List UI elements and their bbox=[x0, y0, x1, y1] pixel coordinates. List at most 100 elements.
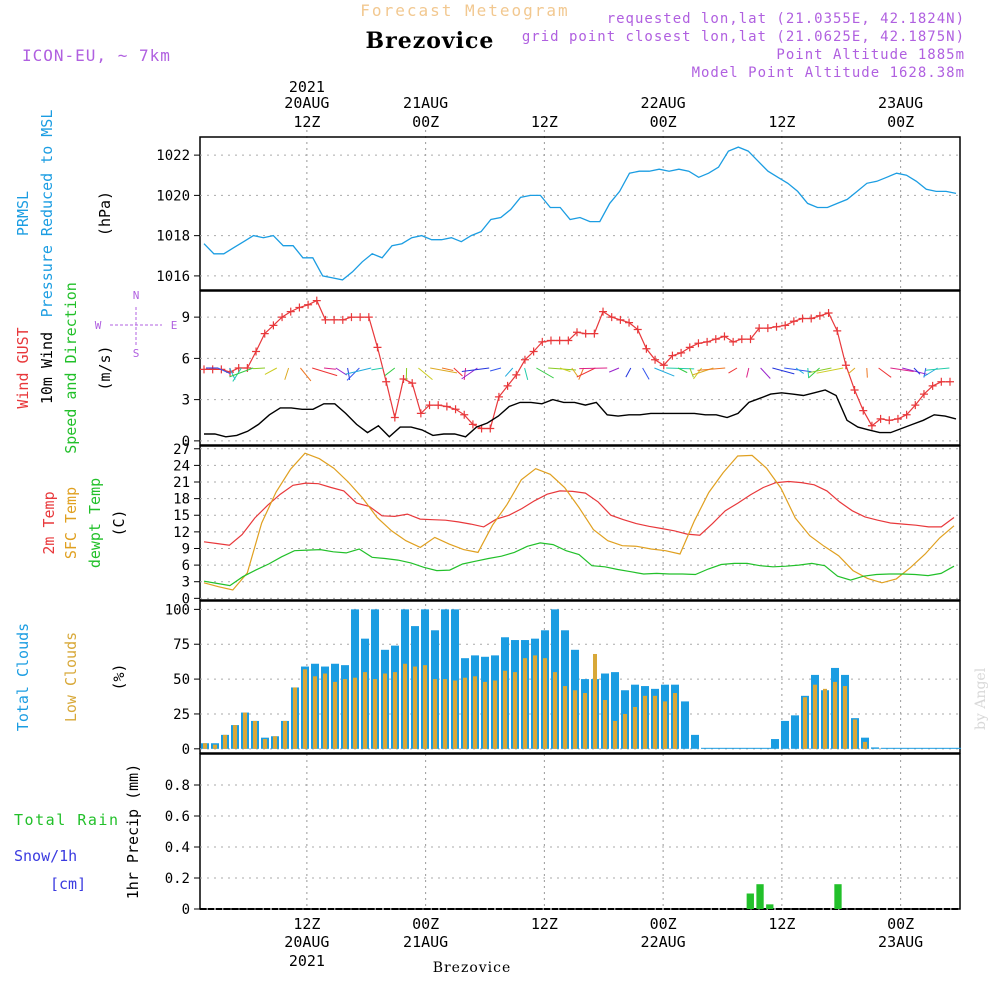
grid-point-coords: grid point closest lon,lat (21.0625E, 42… bbox=[522, 29, 965, 45]
temperature-y-tick-label: 24 bbox=[173, 458, 190, 474]
low-cloud-bar bbox=[313, 676, 317, 749]
low-cloud-bar bbox=[513, 672, 517, 749]
gust-marker bbox=[937, 377, 946, 386]
gust-marker bbox=[286, 307, 295, 316]
gust-marker bbox=[486, 424, 495, 433]
wind-direction-arrow bbox=[795, 367, 805, 374]
total-cloud-bar bbox=[611, 672, 619, 749]
gust-marker bbox=[720, 332, 729, 341]
wind-direction-arrow bbox=[253, 367, 266, 370]
wind-direction-arrow bbox=[284, 367, 290, 380]
watermark: by Angel bbox=[973, 667, 989, 730]
total-cloud-bar bbox=[371, 609, 379, 749]
gust-marker bbox=[529, 347, 538, 356]
gust-marker bbox=[833, 326, 842, 335]
top-date-label: 23AUG bbox=[878, 94, 923, 112]
total-cloud-bar bbox=[681, 701, 689, 749]
wind-series-label: Speed and Direction bbox=[62, 282, 80, 454]
bottom-date-label: 20AUG bbox=[284, 933, 329, 951]
gust-marker bbox=[425, 401, 434, 410]
low-cloud-bar bbox=[553, 672, 557, 749]
wind-direction-arrow bbox=[925, 367, 950, 371]
gust-marker bbox=[841, 361, 850, 370]
gust-marker bbox=[919, 390, 928, 399]
wind-direction-arrow bbox=[504, 367, 514, 377]
compass-e-label: E bbox=[171, 319, 178, 332]
clouds-y-tick-label: 75 bbox=[173, 637, 190, 653]
gust-marker bbox=[737, 335, 746, 344]
low-cloud-bar bbox=[813, 684, 817, 749]
gust-marker bbox=[460, 410, 469, 419]
bottom-hour-label: 00Z bbox=[412, 915, 439, 933]
wind-y-tick-label: 3 bbox=[182, 393, 190, 409]
low-cloud-bar bbox=[503, 670, 507, 749]
bottom-hour-label: 12Z bbox=[768, 915, 795, 933]
gust-marker bbox=[269, 321, 278, 330]
gust-marker bbox=[364, 313, 373, 322]
gust-marker bbox=[278, 313, 287, 322]
precip-y-tick-label: 0.4 bbox=[165, 840, 190, 856]
wind-direction-arrow bbox=[579, 367, 608, 370]
wind-y-tick-label: 0 bbox=[182, 434, 190, 450]
low-cloud-bar bbox=[863, 741, 867, 749]
low-cloud-bar bbox=[243, 712, 247, 749]
wind-direction-arrow bbox=[461, 367, 490, 372]
wind-direction-arrow bbox=[335, 367, 347, 376]
gust-marker bbox=[260, 329, 269, 338]
wind-direction-arrow bbox=[430, 367, 458, 374]
wind-panel-frame bbox=[199, 290, 961, 446]
temperature-y-tick-label: 21 bbox=[173, 475, 190, 491]
low-cloud-bar bbox=[213, 744, 217, 749]
total-cloud-bar bbox=[701, 747, 711, 749]
wind-direction-arrow bbox=[524, 367, 529, 380]
low-cloud-bar bbox=[363, 672, 367, 749]
legend-snow-unit: [cm] bbox=[50, 875, 86, 893]
gust-marker bbox=[625, 318, 634, 327]
low-cloud-bar bbox=[253, 720, 257, 749]
total-cloud-bar bbox=[871, 747, 879, 749]
top-hour-label: 12Z bbox=[531, 113, 558, 131]
wind-direction-arrow bbox=[264, 367, 278, 375]
precip-y-tick-label: 0.6 bbox=[165, 809, 190, 825]
total-cloud-bar bbox=[741, 747, 751, 749]
total-cloud-bar bbox=[721, 747, 731, 749]
gust-marker bbox=[416, 409, 425, 418]
temp-2m-line bbox=[203, 480, 955, 546]
compass-n-label: N bbox=[133, 289, 140, 302]
bottom-hour-label: 12Z bbox=[293, 915, 320, 933]
low-cloud-bar bbox=[203, 743, 207, 749]
total-cloud-bar bbox=[951, 747, 961, 749]
gust-marker bbox=[581, 329, 590, 338]
gust-marker bbox=[876, 414, 885, 423]
total-cloud-bar bbox=[451, 609, 459, 749]
temperature-y-tick-label: 9 bbox=[182, 541, 190, 557]
gust-marker bbox=[347, 313, 356, 322]
gust-marker bbox=[546, 336, 555, 345]
precip-panel-frame bbox=[199, 753, 961, 910]
compass-s-label: S bbox=[133, 347, 140, 360]
compass-icon bbox=[110, 307, 162, 347]
wind-direction-arrow bbox=[697, 367, 726, 371]
low-cloud-bar bbox=[603, 700, 607, 749]
gust-marker bbox=[703, 337, 712, 346]
low-cloud-bar bbox=[453, 680, 457, 749]
bottom-date-label: 22AUG bbox=[641, 933, 686, 951]
wind-direction-arrow bbox=[559, 367, 571, 373]
clouds-unit-label: (%) bbox=[110, 663, 128, 690]
low-cloud-bar bbox=[233, 725, 237, 749]
pressure-y-tick-label: 1020 bbox=[156, 188, 190, 204]
wind-direction-arrow bbox=[463, 367, 467, 381]
pressure-unit-label: (hPa) bbox=[96, 191, 114, 236]
rain-bar bbox=[756, 884, 764, 909]
compass-w-label: W bbox=[95, 319, 102, 332]
requested-coords: requested lon,lat (21.0355E, 42.1824N) bbox=[607, 11, 965, 27]
gust-marker bbox=[520, 355, 529, 364]
pressure-panel-frame bbox=[199, 136, 961, 291]
low-cloud-bar bbox=[593, 653, 597, 749]
gust-marker bbox=[677, 348, 686, 357]
temperature-y-tick-label: 3 bbox=[182, 575, 190, 591]
wind-direction-arrow bbox=[913, 367, 921, 375]
wind-y-tick-label: 6 bbox=[182, 351, 190, 367]
gust-marker bbox=[538, 337, 547, 346]
low-cloud-bar bbox=[533, 655, 537, 749]
